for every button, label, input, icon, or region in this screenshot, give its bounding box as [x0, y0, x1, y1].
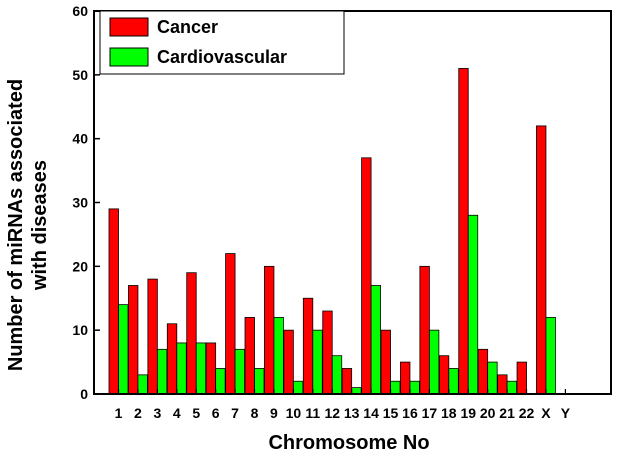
bar-cancer-5: [186, 272, 197, 395]
bar-cardiovascular-5: [195, 342, 207, 395]
x-tick-label: 12: [324, 405, 340, 421]
bar-cancer-17: [419, 265, 430, 395]
bar-cancer-2: [128, 285, 139, 395]
bar-cancer-19: [458, 68, 469, 395]
y-axis-title-line2: with diseases: [29, 160, 51, 291]
y-tick-label: 30: [72, 195, 88, 211]
y-tick-label: 10: [72, 322, 88, 338]
x-tick-label: 9: [270, 405, 278, 421]
bar-cardiovascular-10: [292, 380, 304, 395]
x-tick-label: X: [541, 405, 551, 421]
bar-cardiovascular-20: [487, 361, 498, 395]
bar-cancer-12: [322, 310, 333, 395]
x-tick-label: 15: [383, 405, 399, 421]
x-tick-label: 6: [212, 405, 220, 421]
y-tick-label: 60: [72, 3, 88, 19]
x-axis-title: Chromosome No: [268, 432, 429, 454]
x-ticks-group: 1 2 3 4 5 6 7 8 9 10 11 12 13 14 15 16 17 18 19 20 21 22 X Y: [115, 389, 571, 421]
bar-cardiovascular-4: [176, 342, 187, 395]
bar-cardiovascular-11: [312, 329, 323, 395]
bar-cardiovascular-2: [137, 374, 148, 395]
bar-cancer-13: [341, 368, 353, 395]
bar-cardiovascular-9: [273, 316, 284, 395]
bar-cardiovascular-8: [254, 368, 265, 395]
legend-label-cancer: Cancer: [157, 17, 218, 37]
legend-label-cardiovascular: Cardiovascular: [157, 47, 287, 67]
bar-cardiovascular-21: [506, 380, 518, 395]
x-tick-label: 22: [519, 405, 535, 421]
y-tick-label: 50: [72, 67, 88, 83]
x-tick-label: 5: [192, 405, 200, 421]
bar-cancer-3: [147, 278, 158, 395]
bars-group: [108, 68, 556, 395]
legend: Cancer Cardiovascular: [99, 10, 345, 75]
y-tick-label: 0: [80, 386, 88, 402]
bar-cancer-21: [497, 374, 508, 395]
bar-cardiovascular-18: [448, 368, 459, 395]
x-tick-label: 20: [480, 405, 496, 421]
bar-cancer-20: [477, 348, 489, 395]
bar-cancer-8: [244, 316, 255, 395]
bar-cancer-10: [283, 329, 294, 395]
y-axis-title-line1: Number of miRNAs associated: [5, 79, 27, 371]
bar-cardiovascular-19: [467, 214, 479, 395]
bar-cardiovascular-x: [545, 316, 556, 395]
y-ticks-group: 0 10 20 30 40 50 60: [72, 3, 100, 402]
x-tick-label: 13: [344, 405, 360, 421]
bar-cardiovascular-6: [215, 368, 226, 395]
x-tick-label: 17: [422, 405, 438, 421]
y-tick-label: 20: [72, 258, 88, 274]
bar-cancer-7: [225, 253, 236, 395]
bar-cardiovascular-3: [156, 348, 168, 395]
x-tick-label: 2: [134, 405, 142, 421]
x-tick-label: 3: [153, 405, 161, 421]
x-tick-label: 19: [460, 405, 476, 421]
x-tick-label: 7: [231, 405, 239, 421]
bar-cancer-x: [536, 125, 547, 395]
x-tick-label: 14: [363, 405, 379, 421]
bar-cancer-6: [205, 342, 217, 395]
bar-cancer-15: [380, 329, 391, 395]
bar-cancer-18: [438, 355, 450, 395]
x-tick-label: 8: [251, 405, 259, 421]
x-tick-label: 11: [305, 405, 320, 421]
bar-cardiovascular-14: [370, 285, 381, 395]
x-tick-label: 16: [402, 405, 418, 421]
legend-swatch-cardiovascular: [109, 47, 149, 67]
x-tick-label: 10: [286, 405, 302, 421]
bar-cancer-16: [400, 361, 411, 395]
bar-cancer-14: [361, 157, 372, 395]
bar-cardiovascular-12: [331, 355, 343, 395]
bar-cardiovascular-17: [428, 329, 440, 395]
bar-cancer-22: [516, 361, 527, 395]
bar-cancer-9: [264, 265, 275, 395]
x-tick-label: 18: [441, 405, 457, 421]
bar-cancer-11: [302, 297, 314, 395]
y-tick-label: 40: [72, 131, 88, 147]
x-tick-label: Y: [561, 405, 571, 421]
bar-cancer-1: [108, 208, 119, 395]
bar-cardiovascular-15: [390, 380, 401, 395]
x-tick-label: 1: [115, 405, 123, 421]
bar-cardiovascular-16: [409, 380, 420, 395]
x-tick-label: 4: [173, 405, 181, 421]
bar-cardiovascular-1: [118, 304, 129, 395]
x-tick-label: 21: [499, 405, 515, 421]
plot-frame: [93, 10, 612, 395]
legend-swatch-cancer: [109, 17, 149, 37]
bar-cancer-4: [166, 323, 178, 395]
bar-cardiovascular-7: [234, 348, 245, 395]
